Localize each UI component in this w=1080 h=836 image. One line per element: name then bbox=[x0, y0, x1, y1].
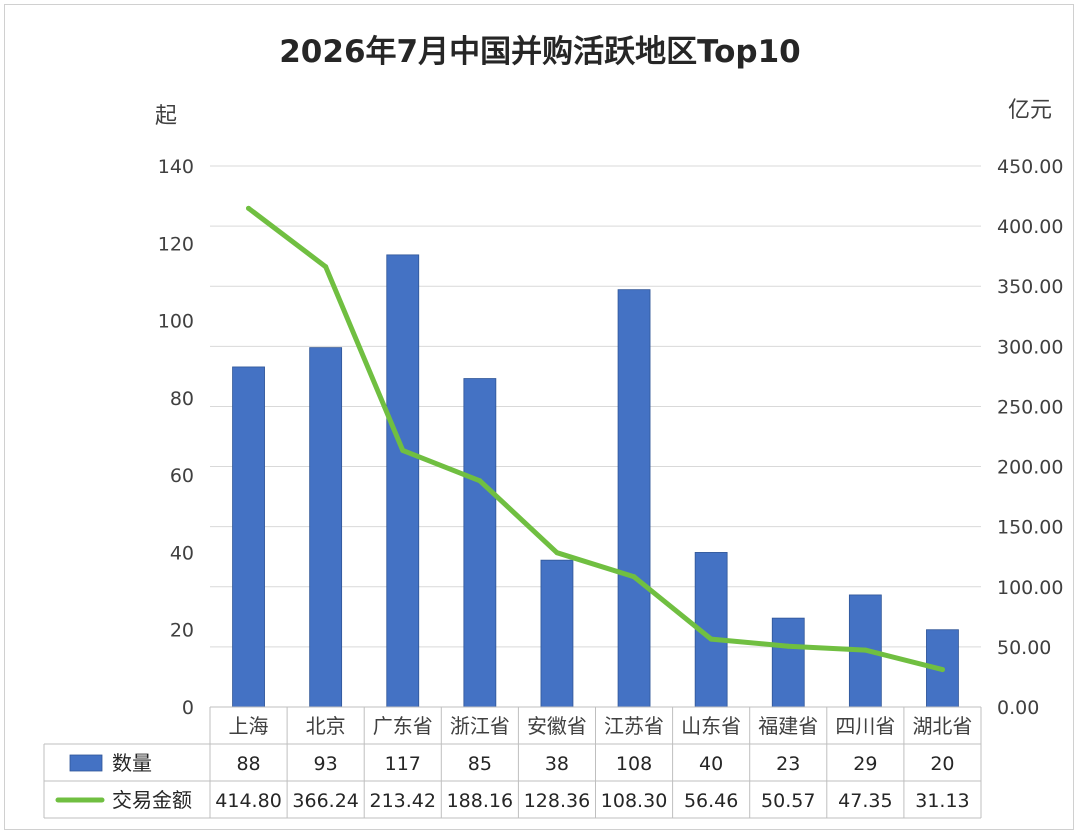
bar-value-label: 40 bbox=[699, 753, 723, 775]
category-label: 福建省 bbox=[758, 714, 818, 738]
category-label: 安徽省 bbox=[527, 714, 587, 738]
right-tick-label: 350.00 bbox=[997, 276, 1063, 298]
left-tick-label: 60 bbox=[170, 465, 194, 487]
left-tick-label: 140 bbox=[158, 156, 194, 178]
line-value-label: 108.30 bbox=[601, 790, 667, 812]
line-value-label: 188.16 bbox=[447, 790, 513, 812]
bar bbox=[771, 617, 805, 708]
line-point bbox=[477, 478, 483, 484]
legend-label-line: 交易金额 bbox=[112, 788, 192, 812]
line-point bbox=[708, 636, 714, 642]
right-tick-label: 400.00 bbox=[997, 216, 1063, 238]
category-label: 四川省 bbox=[835, 714, 895, 738]
left-tick-label: 40 bbox=[170, 542, 194, 564]
line-point bbox=[554, 550, 560, 556]
line-value-label: 47.35 bbox=[838, 790, 892, 812]
line-series bbox=[246, 205, 945, 673]
bar bbox=[540, 559, 574, 708]
bar-value-label: 20 bbox=[930, 753, 954, 775]
line-value-label: 50.57 bbox=[761, 790, 815, 812]
category-label: 北京 bbox=[306, 714, 346, 738]
right-tick-label: 0.00 bbox=[997, 697, 1039, 719]
left-tick-label: 20 bbox=[170, 620, 194, 642]
category-label: 山东省 bbox=[681, 714, 741, 738]
left-tick-label: 80 bbox=[170, 388, 194, 410]
right-axis-ticks: 0.00 50.00 100.00 150.00 200.00 250.00 300.00 3… bbox=[997, 156, 1063, 719]
line-value-label: 31.13 bbox=[915, 790, 969, 812]
line-value-label: 213.42 bbox=[370, 790, 436, 812]
bar-value-label: 38 bbox=[545, 753, 569, 775]
right-tick-label: 250.00 bbox=[997, 396, 1063, 418]
right-tick-label: 200.00 bbox=[997, 457, 1063, 479]
line-value-label: 128.36 bbox=[524, 790, 590, 812]
right-tick-label: 300.00 bbox=[997, 336, 1063, 358]
bar-value-label: 117 bbox=[385, 753, 421, 775]
right-tick-label: 450.00 bbox=[997, 156, 1063, 178]
line-path bbox=[246, 205, 945, 673]
right-tick-label: 150.00 bbox=[997, 517, 1063, 539]
bar bbox=[232, 366, 265, 708]
legend-key-bar bbox=[69, 754, 103, 772]
left-tick-label: 0 bbox=[182, 697, 194, 719]
bar-value-label: 85 bbox=[468, 753, 492, 775]
left-tick-label: 100 bbox=[158, 311, 194, 333]
left-tick-label: 120 bbox=[158, 233, 194, 255]
line-point bbox=[323, 264, 329, 270]
bar-value-label: 23 bbox=[776, 753, 800, 775]
right-tick-label: 50.00 bbox=[997, 637, 1051, 659]
legend-label-bar: 数量 bbox=[112, 751, 152, 775]
bar bbox=[386, 254, 420, 708]
line-value-label: 56.46 bbox=[684, 790, 738, 812]
category-label: 上海 bbox=[229, 714, 269, 738]
line-point bbox=[246, 205, 252, 211]
chart-frame bbox=[4, 4, 1074, 830]
line-point bbox=[939, 667, 945, 673]
right-tick-label: 100.00 bbox=[997, 577, 1063, 599]
category-label: 广东省 bbox=[373, 714, 433, 738]
line-value-label: 414.80 bbox=[215, 790, 281, 812]
right-axis-unit: 亿元 bbox=[1008, 98, 1052, 123]
category-label: 湖北省 bbox=[912, 714, 972, 738]
category-label: 江苏省 bbox=[604, 714, 664, 738]
bar-series bbox=[232, 254, 959, 708]
bar bbox=[309, 347, 343, 708]
line-point bbox=[862, 647, 868, 653]
left-axis-ticks: 0 20 40 60 80 100 120 140 bbox=[158, 156, 194, 719]
bar bbox=[463, 378, 497, 708]
line-point bbox=[631, 574, 637, 580]
line-point bbox=[785, 643, 791, 649]
line-value-label: 366.24 bbox=[292, 790, 358, 812]
left-axis-unit: 起 bbox=[155, 104, 177, 129]
bar-value-label: 29 bbox=[853, 753, 877, 775]
bar-value-label: 88 bbox=[236, 753, 260, 775]
bar-value-label: 108 bbox=[616, 753, 652, 775]
chart-title: 2026年7月中国并购活跃地区Top10 bbox=[279, 34, 801, 70]
bar-value-label: 93 bbox=[314, 753, 338, 775]
bar bbox=[617, 289, 651, 708]
line-point bbox=[400, 447, 406, 453]
category-label: 浙江省 bbox=[450, 714, 510, 738]
